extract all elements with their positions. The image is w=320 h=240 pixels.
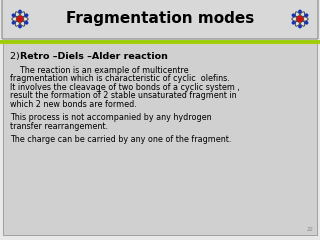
Bar <box>3 43 317 235</box>
Text: fragmentation which is characteristic of cyclic  olefins.: fragmentation which is characteristic of… <box>10 74 230 83</box>
Circle shape <box>292 22 295 24</box>
Text: which 2 new bonds are formed.: which 2 new bonds are formed. <box>10 100 137 108</box>
Text: 2): 2) <box>10 52 23 61</box>
Text: It involves the cleavage of two bonds of a cyclic system ,: It involves the cleavage of two bonds of… <box>10 83 240 92</box>
Circle shape <box>25 22 28 24</box>
Circle shape <box>292 11 308 27</box>
Circle shape <box>19 25 21 28</box>
Circle shape <box>25 14 28 16</box>
FancyBboxPatch shape <box>2 0 318 39</box>
Circle shape <box>305 14 308 16</box>
Text: The reaction is an example of multicentre: The reaction is an example of multicentr… <box>10 66 188 75</box>
Circle shape <box>292 14 295 16</box>
Text: This process is not accompanied by any hydrogen: This process is not accompanied by any h… <box>10 113 212 122</box>
Circle shape <box>297 16 303 22</box>
Text: 22: 22 <box>307 227 314 232</box>
Circle shape <box>12 11 28 27</box>
Circle shape <box>19 10 21 13</box>
Text: transfer rearrangement.: transfer rearrangement. <box>10 122 108 131</box>
Text: Fragmentation modes: Fragmentation modes <box>66 12 254 26</box>
Text: The charge can be carried by any one of the fragment.: The charge can be carried by any one of … <box>10 135 231 144</box>
Text: result the formation of 2 stable unsaturated fragment in: result the formation of 2 stable unsatur… <box>10 91 236 100</box>
Text: Retro –Diels –Alder reaction: Retro –Diels –Alder reaction <box>20 52 168 61</box>
Circle shape <box>12 22 15 24</box>
Circle shape <box>299 25 301 28</box>
Circle shape <box>305 22 308 24</box>
Circle shape <box>17 16 23 22</box>
Circle shape <box>12 14 15 16</box>
Circle shape <box>299 10 301 13</box>
